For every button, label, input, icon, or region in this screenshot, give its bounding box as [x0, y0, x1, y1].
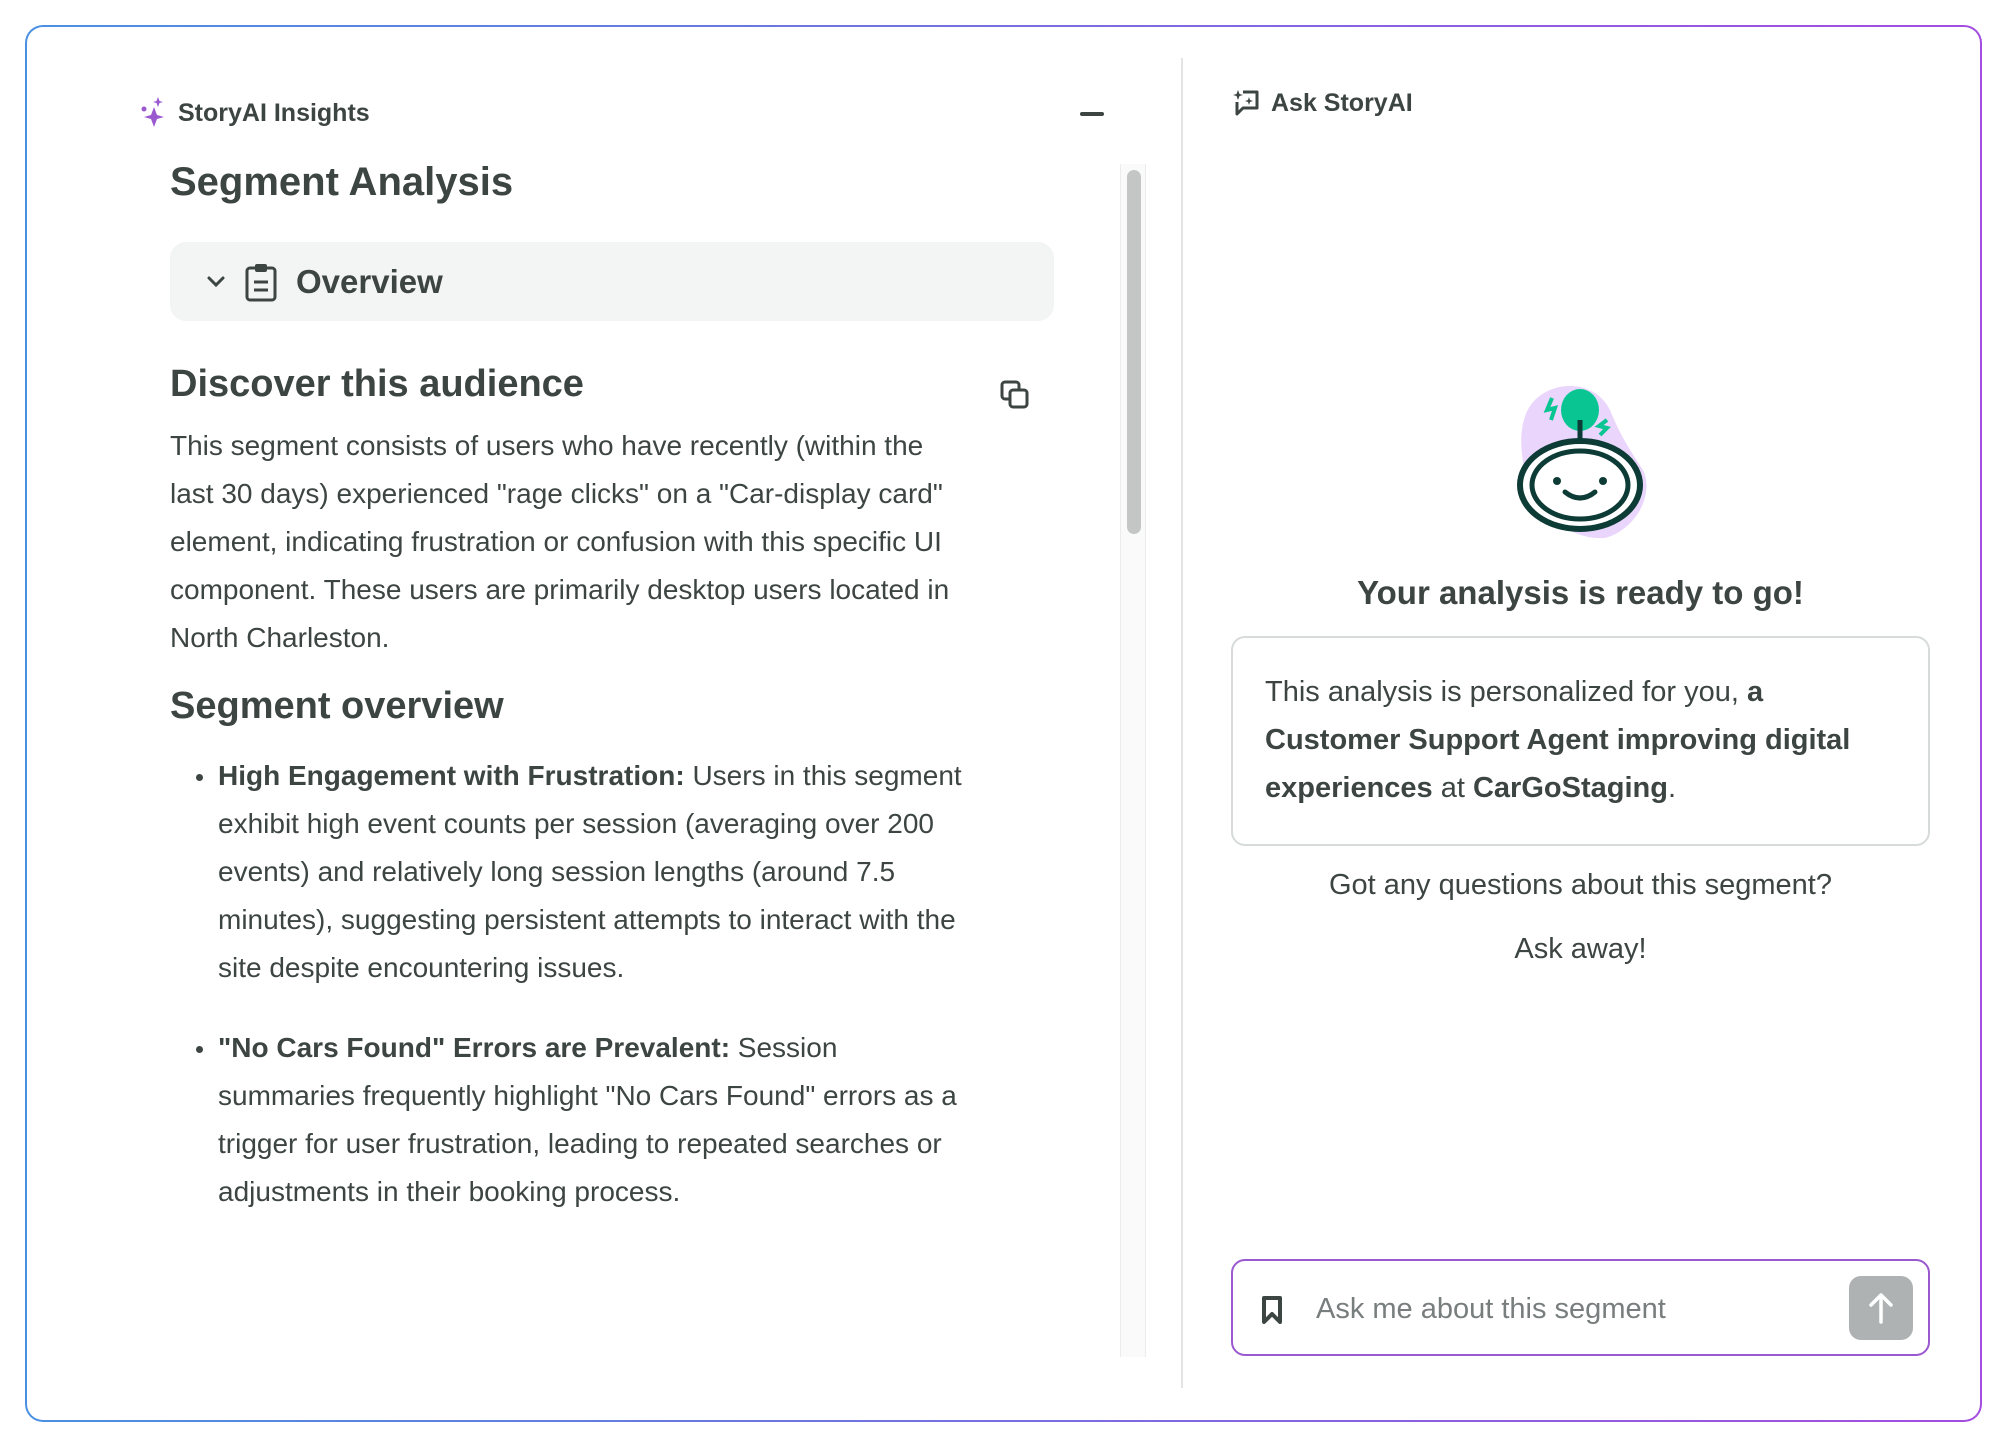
bullet-title: High Engagement with Frustration: [218, 760, 685, 791]
questions-prompt: Got any questions about this segment? [1329, 869, 1832, 901]
personalization-text: . [1667, 772, 1677, 804]
chat-input-container [1231, 1259, 1930, 1356]
copy-icon[interactable] [1000, 380, 1030, 410]
personalization-company: CarGoStaging [1472, 772, 1668, 804]
chat-sparkle-icon [1233, 90, 1259, 116]
segment-overview-list: High Engagement with Frustration: Users … [170, 752, 980, 1216]
personalization-text: This analysis is personalized for you, [1265, 676, 1747, 708]
arrow-up-icon [1869, 1293, 1893, 1324]
panel-divider [1181, 58, 1183, 1388]
ask-header: Ask StoryAI [1231, 88, 1413, 118]
page-title: Segment Analysis [170, 160, 514, 204]
ask-away-text: Ask away! [1514, 933, 1647, 965]
bullet-text: Users in this segment exhibit high event… [218, 760, 962, 983]
overview-label: Overview [296, 262, 443, 300]
list-item: High Engagement with Frustration: Users … [170, 752, 980, 992]
discover-text: This segment consists of users who have … [170, 430, 950, 653]
segment-overview-heading: Segment overview [170, 685, 504, 727]
clipboard-icon [245, 263, 277, 301]
chat-input[interactable] [1316, 1287, 1876, 1331]
personalization-text: at [1432, 772, 1473, 804]
scrollbar-thumb[interactable] [1127, 170, 1141, 534]
discover-heading: Discover this audience [170, 363, 584, 405]
personalization-box: This analysis is personalized for you, a… [1231, 636, 1930, 846]
list-item: "No Cars Found" Errors are Prevalent: Se… [170, 1024, 980, 1216]
overview-accordion[interactable]: Overview [170, 242, 1054, 321]
insights-header: StoryAI Insights [140, 97, 370, 129]
robot-illustration [1517, 386, 1647, 539]
minimize-icon[interactable] [1080, 112, 1104, 116]
scrollbar-track[interactable] [1120, 164, 1146, 1357]
bookmark-icon[interactable] [1261, 1295, 1283, 1325]
insights-header-label: StoryAI Insights [178, 98, 370, 127]
personalization-role: a Customer Support Agent improving digit… [1265, 676, 1851, 804]
send-button[interactable] [1849, 1276, 1913, 1340]
chevron-down-icon [207, 276, 225, 287]
bullet-title: "No Cars Found" Errors are Prevalent: [218, 1032, 731, 1063]
insights-content: Discover this audience This segment cons… [170, 360, 980, 1357]
bullet-text: Session summaries frequently highlight "… [218, 1032, 957, 1207]
sparkle-icon [141, 97, 164, 127]
ready-heading: Your analysis is ready to go! [1357, 574, 1804, 611]
ask-header-label: Ask StoryAI [1271, 88, 1413, 117]
